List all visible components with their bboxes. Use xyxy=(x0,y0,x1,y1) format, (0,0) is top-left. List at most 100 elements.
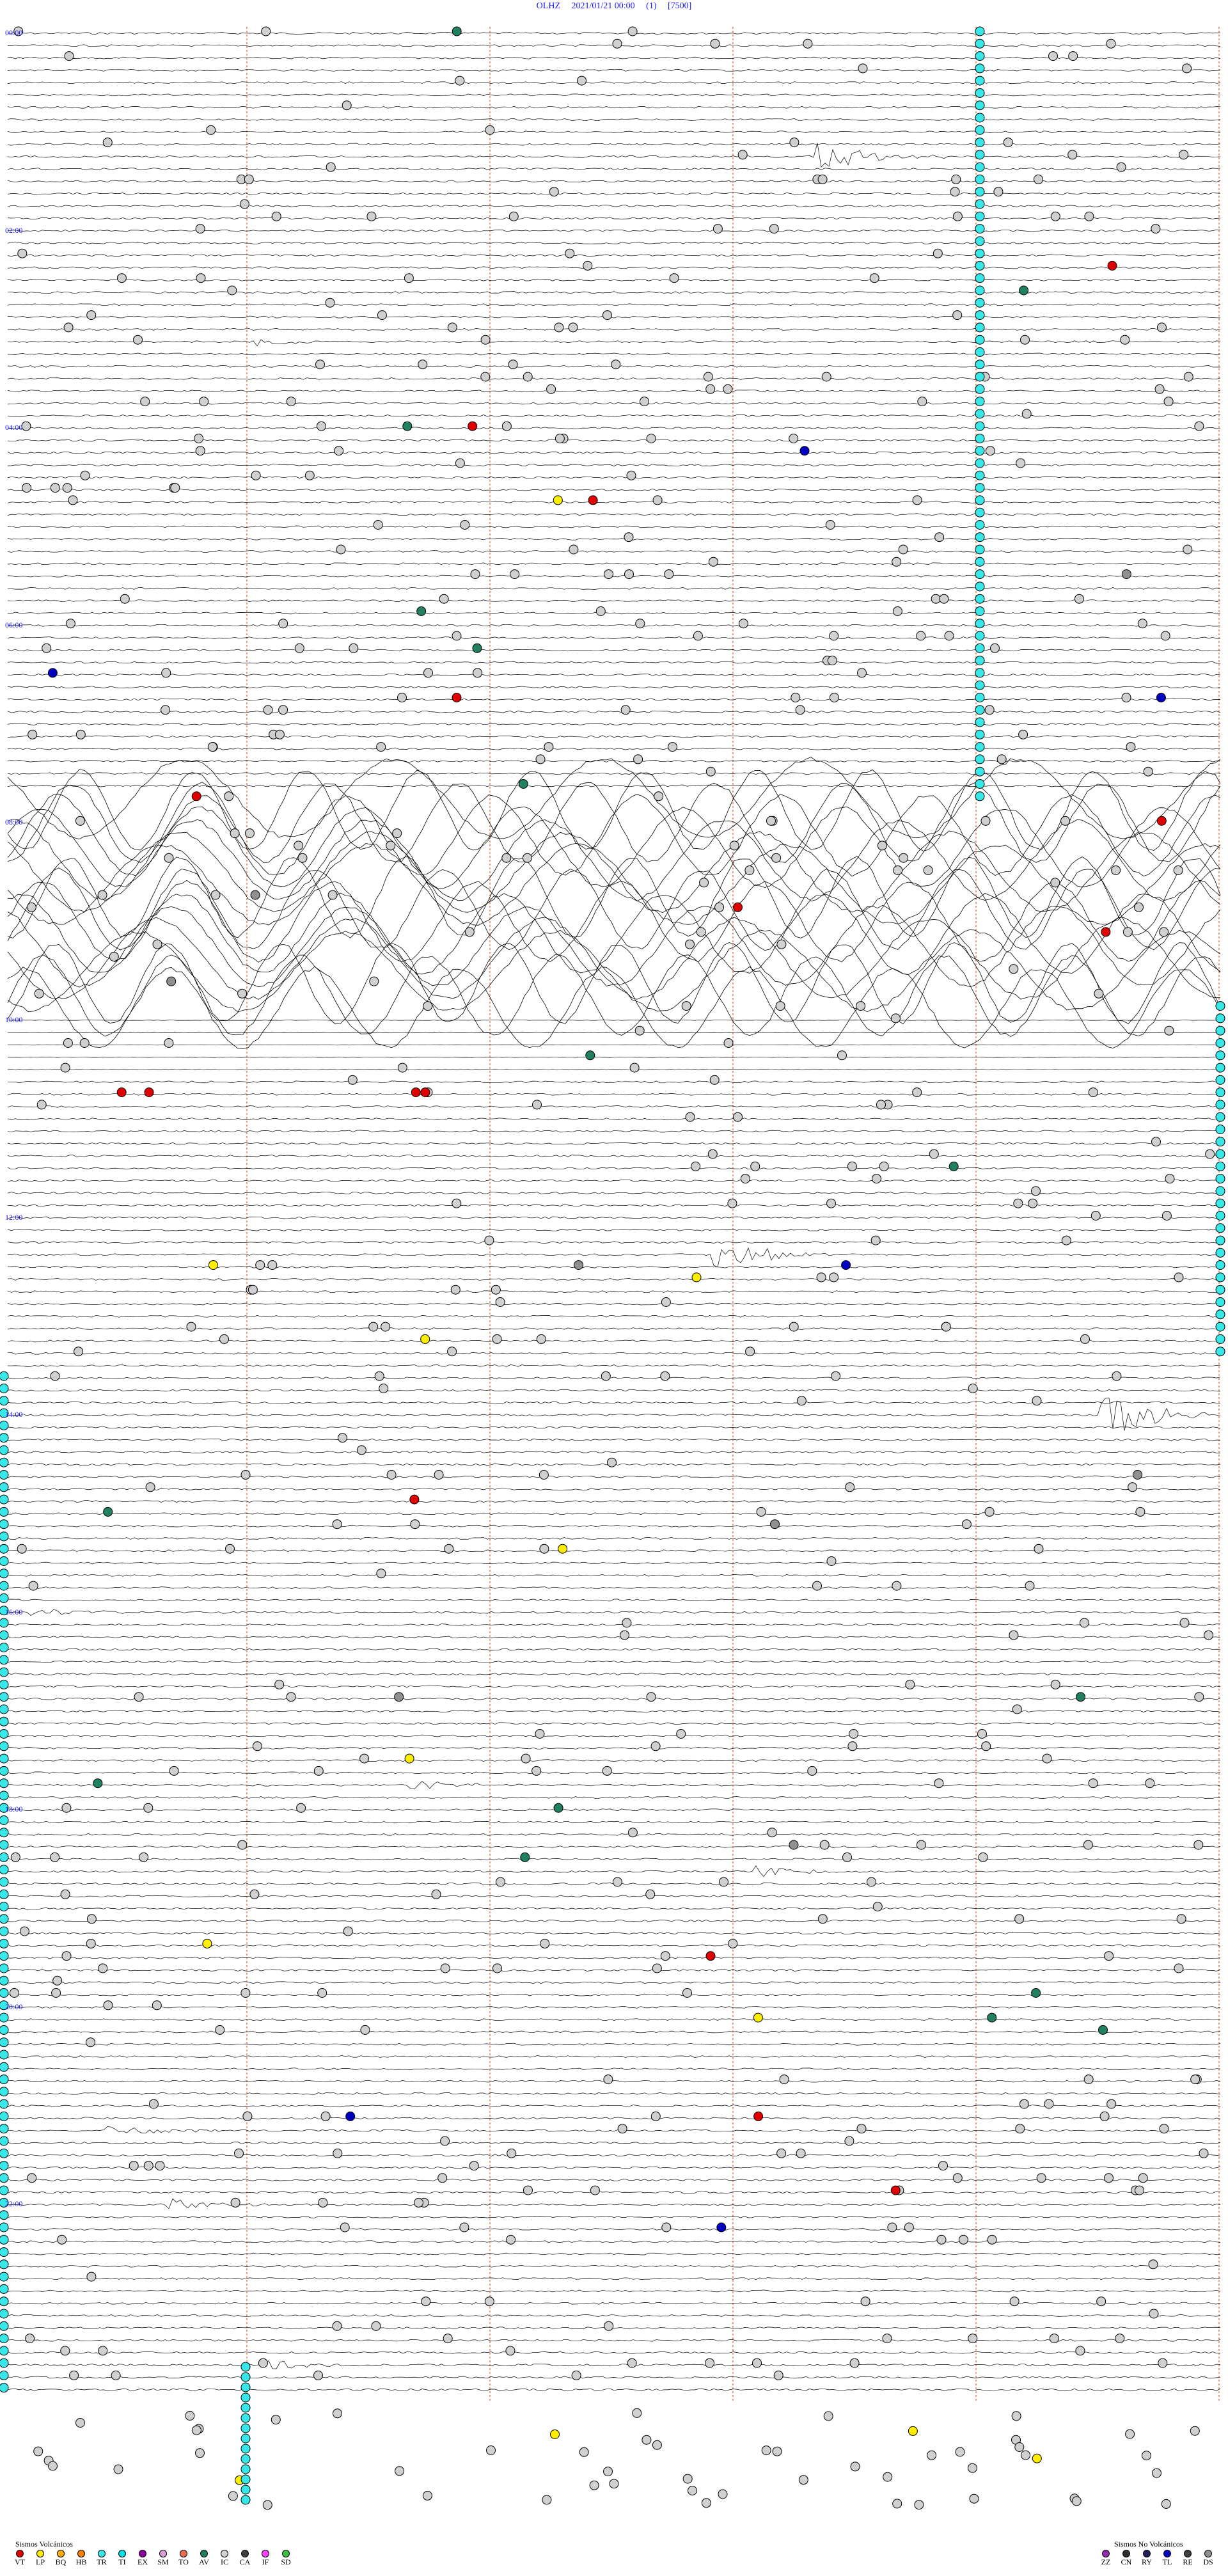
event-marker xyxy=(632,2408,642,2418)
legend-item: RE xyxy=(1179,2550,1196,2567)
event-marker xyxy=(347,1075,358,1085)
event-marker xyxy=(237,1840,248,1850)
trace-line xyxy=(7,476,1221,479)
event-marker xyxy=(74,1347,84,1357)
trace-line xyxy=(7,1241,1221,1244)
event-marker xyxy=(1050,878,1060,888)
event-marker xyxy=(950,187,960,197)
legend-label: TI xyxy=(118,2557,126,2566)
event-marker xyxy=(278,619,288,629)
event-marker xyxy=(789,1840,799,1850)
event-marker xyxy=(225,1544,235,1554)
tremor-marker xyxy=(1215,1013,1225,1023)
event-marker xyxy=(506,2234,516,2245)
event-marker xyxy=(985,446,995,456)
event-marker xyxy=(987,2234,997,2245)
tremor-marker xyxy=(0,1951,9,1961)
event-marker xyxy=(1031,1186,1041,1196)
event-marker xyxy=(75,816,85,826)
trace-line xyxy=(7,217,1221,220)
trace-line xyxy=(7,674,1221,676)
event-marker xyxy=(480,335,491,345)
event-marker xyxy=(837,1050,847,1061)
event-marker xyxy=(607,1457,617,1467)
tremor-marker xyxy=(1215,1125,1225,1134)
event-marker xyxy=(251,470,261,480)
trace-line xyxy=(7,2215,1221,2218)
trace-line xyxy=(7,942,1221,1025)
trace-line xyxy=(7,1192,1221,1194)
tremor-marker xyxy=(975,495,985,505)
tremor-marker xyxy=(0,2247,9,2257)
trace-line xyxy=(7,760,1220,763)
vt-marker xyxy=(144,1087,154,1098)
event-marker xyxy=(376,742,386,752)
event-marker xyxy=(1009,964,1019,974)
trace-line xyxy=(7,1609,1221,1616)
tremor-marker xyxy=(0,1729,9,1739)
event-marker xyxy=(97,890,107,900)
event-marker xyxy=(381,1322,391,1332)
legend-label: RE xyxy=(1183,2557,1193,2566)
event-marker xyxy=(1031,1988,1041,1998)
event-marker xyxy=(772,2446,782,2456)
event-marker xyxy=(1142,2451,1151,2461)
tremor-marker xyxy=(975,162,985,172)
legend-dot xyxy=(200,2550,208,2557)
tremor-marker xyxy=(1215,1272,1225,1283)
legend-label: LP xyxy=(35,2557,45,2566)
event-marker xyxy=(1151,1137,1161,1147)
event-marker xyxy=(464,927,475,937)
tremor-marker xyxy=(240,2495,251,2505)
event-marker xyxy=(444,1544,454,1554)
event-marker xyxy=(443,2334,453,2344)
event-marker xyxy=(622,1618,632,1628)
trace-line xyxy=(7,1155,1221,1157)
event-marker xyxy=(845,1482,855,1492)
event-marker xyxy=(893,865,903,875)
tremor-marker xyxy=(240,2444,251,2454)
event-marker xyxy=(368,1322,379,1332)
event-marker xyxy=(111,2370,121,2380)
trace-line xyxy=(7,624,1221,627)
legend-item: TI xyxy=(114,2550,130,2567)
event-marker xyxy=(152,2000,162,2011)
event-marker xyxy=(693,631,703,641)
legend-dot xyxy=(1102,2550,1110,2557)
event-marker xyxy=(1135,2185,1144,2195)
tremor-marker xyxy=(240,2433,251,2444)
legend-dot xyxy=(1122,2550,1130,2557)
event-marker xyxy=(850,2461,860,2472)
event-marker xyxy=(984,705,995,715)
event-marker xyxy=(1143,766,1153,777)
tremor-marker xyxy=(240,2423,251,2433)
trace-line xyxy=(7,205,1221,207)
tremor-marker xyxy=(0,1741,9,1751)
event-marker xyxy=(508,360,518,370)
legend-dot xyxy=(1163,2550,1171,2557)
trace-line xyxy=(7,784,1221,787)
tremor-marker xyxy=(0,1679,9,1689)
trace-line xyxy=(7,2360,1221,2369)
event-marker xyxy=(409,1494,420,1505)
event-marker xyxy=(452,631,462,641)
event-marker xyxy=(696,927,706,937)
event-marker xyxy=(191,791,201,802)
legend-label: RY xyxy=(1141,2557,1152,2566)
event-marker xyxy=(934,1778,944,1789)
trace-line xyxy=(7,793,1221,877)
tremor-marker xyxy=(0,1371,9,1381)
trace-line xyxy=(7,686,1221,689)
event-marker xyxy=(120,594,130,604)
event-marker xyxy=(191,2425,201,2435)
tremor-marker xyxy=(975,544,985,555)
legend-dot xyxy=(118,2550,126,2557)
event-marker xyxy=(531,1766,542,1776)
trace-line xyxy=(7,1438,1221,1441)
trace-line xyxy=(7,390,1221,393)
event-marker xyxy=(931,594,941,604)
event-marker xyxy=(642,2435,652,2445)
event-marker xyxy=(422,2490,432,2501)
event-marker xyxy=(447,1347,457,1357)
tremor-marker xyxy=(0,2012,9,2023)
